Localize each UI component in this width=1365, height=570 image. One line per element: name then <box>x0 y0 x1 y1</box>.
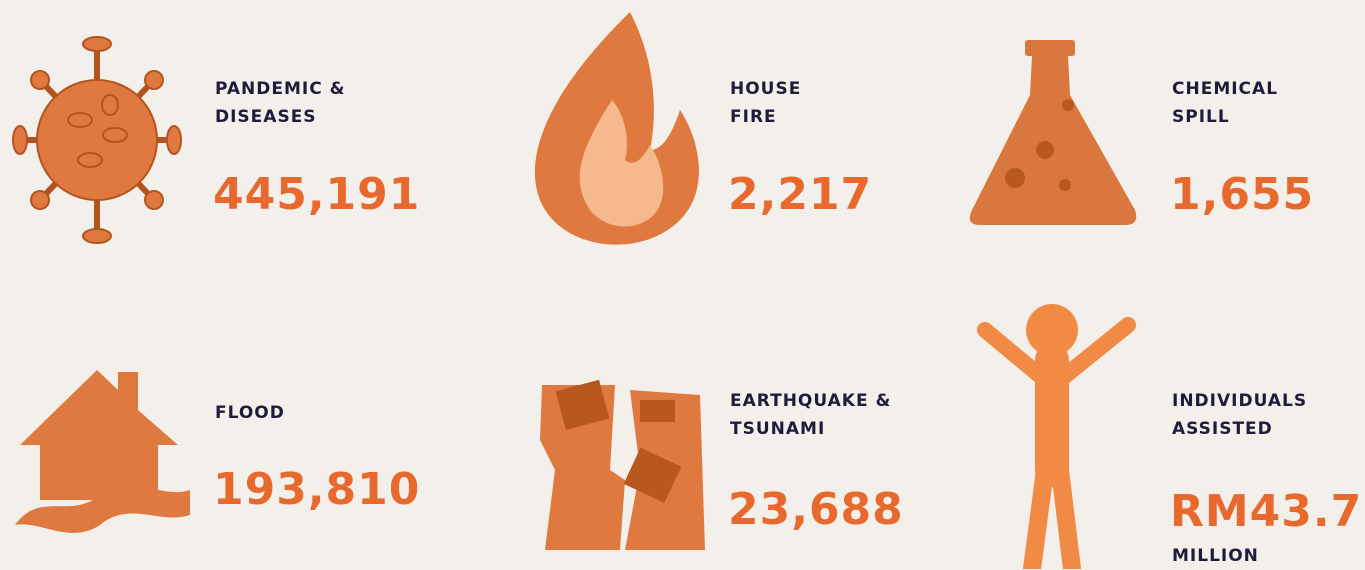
stat-label: PANDEMIC & <box>215 79 346 99</box>
stat-label: CHEMICAL <box>1172 79 1279 99</box>
stat-label: INDIVIDUALS <box>1172 391 1308 411</box>
earthquake-icon <box>540 379 705 550</box>
fire-icon <box>534 12 699 245</box>
stat-label: TSUNAMI <box>730 419 826 439</box>
stat-value: 2,217 <box>728 169 873 220</box>
stat-label: EARTHQUAKE & <box>730 391 892 411</box>
flask-icon <box>969 40 1137 225</box>
stat-label: DISEASES <box>215 107 317 127</box>
stat-label: FIRE <box>730 107 777 127</box>
stat-label: FLOOD <box>215 403 285 423</box>
stat-unit: MILLION <box>1172 546 1259 566</box>
stat-value: 1,655 <box>1170 169 1315 220</box>
virus-icon <box>12 36 182 244</box>
stat-value: RM43.7 <box>1170 486 1363 537</box>
stat-label: ASSISTED <box>1172 419 1273 439</box>
stat-label: HOUSE <box>730 79 802 99</box>
stat-label: SPILL <box>1172 107 1230 127</box>
house-icon <box>15 370 190 533</box>
stat-value: 445,191 <box>213 169 421 220</box>
person-icon <box>977 304 1136 569</box>
stat-value: 193,810 <box>213 464 421 515</box>
stat-value: 23,688 <box>728 484 904 535</box>
